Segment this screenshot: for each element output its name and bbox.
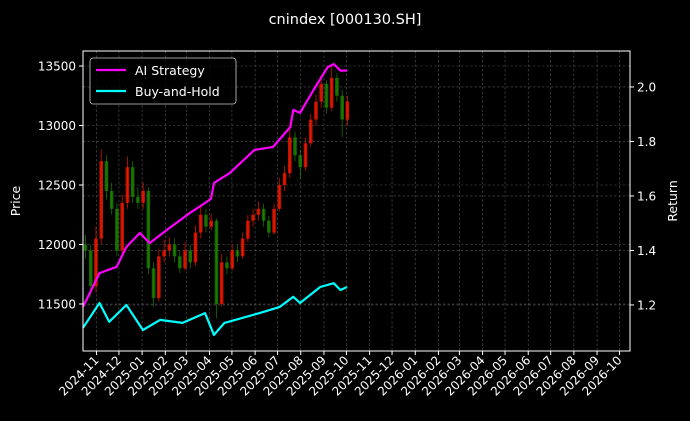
candle-body bbox=[136, 196, 140, 203]
y-right-tick-label: 2.0 bbox=[637, 80, 656, 94]
candle-body bbox=[251, 214, 255, 221]
candlesticks bbox=[83, 65, 350, 319]
series-line-buy-and-hold bbox=[82, 282, 348, 336]
y-right-tick-label: 1.2 bbox=[637, 298, 656, 312]
y-right-tick-label: 1.8 bbox=[637, 135, 656, 149]
candle-body bbox=[240, 238, 245, 257]
legend-label-buy-and-hold: Buy-and-Hold bbox=[135, 84, 220, 99]
candle-body bbox=[214, 220, 219, 304]
candle-body bbox=[167, 244, 172, 251]
candle-body bbox=[146, 190, 151, 269]
plot-frame bbox=[82, 50, 631, 352]
y-right-tick-label: 1.4 bbox=[637, 244, 656, 258]
candle-body bbox=[120, 202, 124, 251]
candle-body bbox=[235, 250, 240, 257]
candle-body bbox=[177, 256, 182, 269]
candle-body bbox=[125, 167, 130, 203]
candle-body bbox=[267, 220, 271, 233]
candle-body bbox=[115, 208, 119, 251]
y-left-tick-label: 13000 bbox=[38, 119, 76, 133]
candle-body bbox=[298, 155, 303, 168]
y-axis-right-label: Return bbox=[665, 180, 680, 221]
legend-box bbox=[89, 57, 237, 105]
candle-body bbox=[340, 95, 344, 120]
y-left-tick-label: 13500 bbox=[38, 59, 76, 73]
y-axis-right: 1.2 1.4 1.6 1.8 2.0 bbox=[630, 80, 656, 312]
candle-body bbox=[162, 250, 166, 257]
candle-body bbox=[104, 161, 109, 191]
candle-body bbox=[256, 208, 261, 215]
legend: AI Strategy Buy-and-Hold bbox=[89, 57, 237, 105]
candle-body bbox=[335, 77, 339, 96]
candle-body bbox=[193, 232, 198, 263]
candle-body bbox=[204, 214, 208, 227]
candle-body bbox=[303, 143, 308, 168]
candle-body bbox=[88, 250, 93, 287]
candle-body bbox=[151, 268, 156, 299]
candle-body bbox=[277, 184, 282, 209]
candle-body bbox=[308, 119, 313, 144]
candle-body bbox=[219, 262, 224, 304]
candle-body bbox=[314, 101, 318, 120]
candle-body bbox=[282, 173, 287, 185]
candle-body bbox=[141, 190, 145, 203]
candle-body bbox=[130, 167, 135, 197]
candle-body bbox=[329, 77, 334, 108]
candle-body bbox=[94, 238, 98, 287]
candle-body bbox=[287, 137, 292, 174]
candle-body bbox=[225, 262, 229, 269]
y-axis-left: 11500 12000 12500 13000 13500 bbox=[38, 59, 83, 311]
candle-body bbox=[272, 208, 276, 233]
candle-body bbox=[198, 214, 203, 233]
candle-body bbox=[261, 208, 266, 221]
candle-body bbox=[230, 250, 234, 269]
candle-body bbox=[345, 101, 350, 120]
y-right-tick-label: 1.6 bbox=[637, 189, 656, 203]
candle-body bbox=[157, 256, 161, 299]
candle-body bbox=[209, 220, 214, 227]
y-left-tick-label: 12500 bbox=[38, 178, 76, 192]
candle-body bbox=[246, 220, 250, 239]
series-line-ai-strategy bbox=[82, 62, 348, 308]
y-left-tick-label: 12000 bbox=[38, 238, 76, 252]
candle-body bbox=[109, 190, 114, 209]
candle-body bbox=[293, 137, 297, 156]
candle-body bbox=[183, 250, 187, 269]
y-left-tick-label: 11500 bbox=[38, 297, 76, 311]
candle-body bbox=[83, 244, 88, 251]
candle-body bbox=[319, 83, 324, 102]
y-axis-left-label: Price bbox=[8, 185, 23, 216]
candle-body bbox=[188, 250, 193, 263]
candle-body bbox=[172, 244, 177, 257]
series-lines bbox=[82, 62, 348, 336]
chart-title: cnindex [000130.SH] bbox=[269, 12, 422, 28]
candle-body bbox=[324, 83, 329, 108]
candle-body bbox=[99, 161, 104, 239]
legend-label-ai-strategy: AI Strategy bbox=[135, 63, 205, 78]
